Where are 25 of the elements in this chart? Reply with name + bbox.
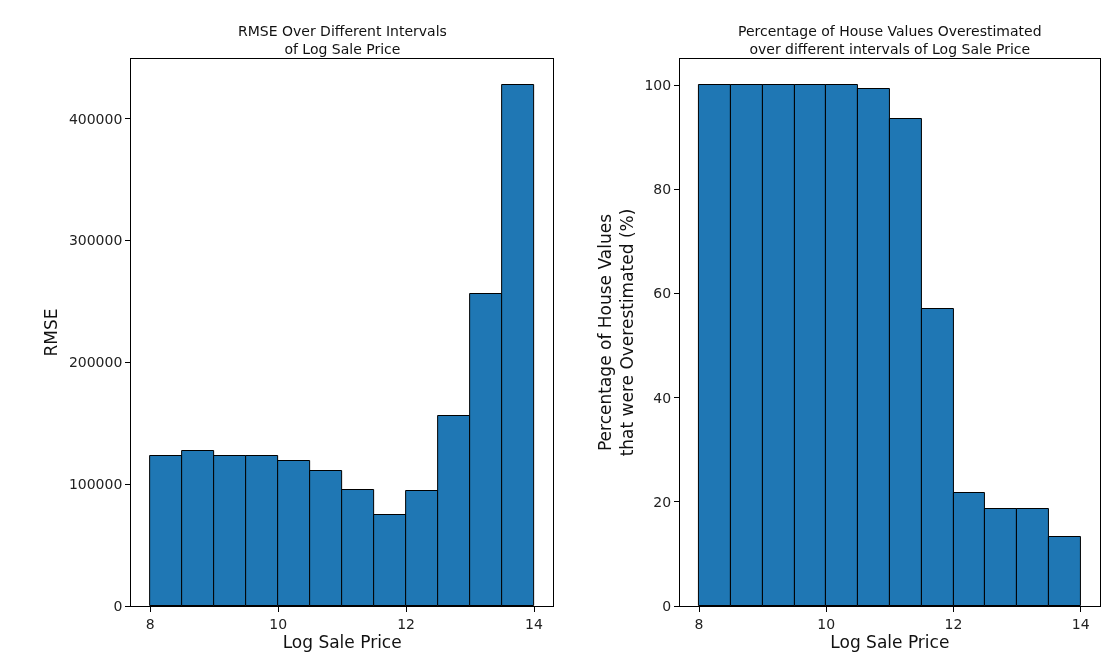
x-tick-label: 14 [525, 615, 544, 632]
y-tick-label: 20 [653, 493, 672, 510]
x-tick-label: 10 [817, 615, 836, 632]
x-axis-title: Log Sale Price [830, 631, 950, 652]
y-tick-label: 80 [653, 181, 672, 198]
y-tick-label: 100000 [68, 476, 123, 493]
x-axis-title: Log Sale Price [282, 631, 402, 652]
x-tick-label: 12 [397, 615, 416, 632]
y-tick-label: 300000 [68, 232, 123, 249]
x-tick-label: 14 [1071, 615, 1090, 632]
y-tick-label: 0 [113, 597, 123, 614]
chart-title: Percentage of House Values Overestimated over different intervals of Log Sale Price [738, 23, 1042, 58]
x-tick-label: 10 [269, 615, 288, 632]
y-axis-title: RMSE [41, 308, 62, 357]
y-axis-title: Percentage of House Values that were Overestimated (%) [594, 208, 637, 457]
x-tick-label: 8 [694, 615, 704, 632]
chart-title: RMSE Over Different Intervals of Log Sale Price [238, 23, 447, 58]
y-tick-label: 400000 [68, 110, 123, 127]
y-tick-label: 40 [653, 389, 672, 406]
y-tick-label: 0 [662, 597, 672, 614]
y-tick-label: 200000 [68, 354, 123, 371]
y-tick-label: 60 [653, 285, 672, 302]
x-tick-label: 12 [944, 615, 963, 632]
x-tick-label: 8 [145, 615, 155, 632]
y-tick-label: 100 [644, 76, 672, 93]
